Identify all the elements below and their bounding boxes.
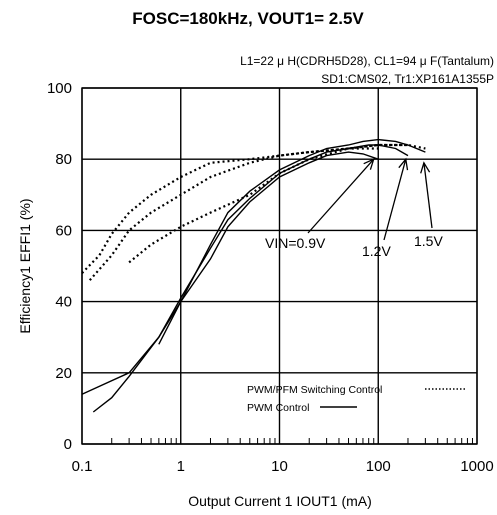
y-tick-label: 80	[55, 151, 72, 168]
annotation-arrow-shaft	[307, 158, 375, 234]
plot-frame	[81, 87, 478, 445]
series-line-pwm-pfm	[128, 143, 426, 264]
annotation-arrow-head	[363, 158, 375, 170]
x-tick-label: 10	[271, 458, 288, 475]
x-tick-label: 0.1	[72, 458, 93, 475]
x-axis-label: Output Current 1 IOUT1 (mA)	[188, 493, 372, 509]
chart-subtitle-line-2: SD1:CMS02, Tr1:XP161A1355P	[321, 72, 494, 86]
annotation-1-2v: 1.2V	[362, 243, 391, 259]
tick-labels: 0.1 1 10 100 1000 0 20 40 60 80 100	[47, 80, 494, 475]
series-line-pwm	[92, 144, 409, 413]
annotation-1-5v: 1.5V	[414, 233, 443, 249]
y-axis-label: Efficiency1 EFFI1 (%)	[17, 198, 33, 333]
chart-title: FOSC=180kHz, VOUT1= 2.5V	[132, 9, 364, 28]
legend-label-pwm: PWM Control	[247, 402, 309, 414]
series-line-pwm-pfm	[81, 147, 379, 274]
annotation-vin-0-9v: VIN=0.9V	[265, 235, 326, 251]
annotation-arrow-shaft	[383, 159, 407, 241]
x-tick-label: 1000	[460, 458, 493, 475]
x-tick-label: 100	[366, 458, 391, 475]
x-tick-label: 1	[177, 458, 185, 475]
series-layer	[81, 138, 426, 413]
y-tick-label: 100	[47, 80, 72, 97]
series-line-pwm-pfm	[88, 143, 408, 281]
annotation-arrow-head	[420, 161, 431, 174]
chart-subtitle-line-1: L1=22 μ H(CDRH5D28), CL1=94 μ F(Tantalum…	[240, 54, 494, 68]
legend: PWM/PFM Switching Control PWM Control	[247, 384, 466, 414]
y-tick-label: 0	[64, 436, 72, 453]
annotation-arrow-head	[398, 157, 409, 171]
y-tick-label: 40	[55, 294, 72, 311]
y-tick-label: 60	[55, 222, 72, 239]
y-tick-label: 20	[55, 365, 72, 382]
legend-label-pwm-pfm: PWM/PFM Switching Control	[247, 384, 382, 396]
annotations: VIN=0.9V 1.2V 1.5V	[265, 157, 443, 259]
annotation-arrow-shaft	[423, 162, 433, 229]
